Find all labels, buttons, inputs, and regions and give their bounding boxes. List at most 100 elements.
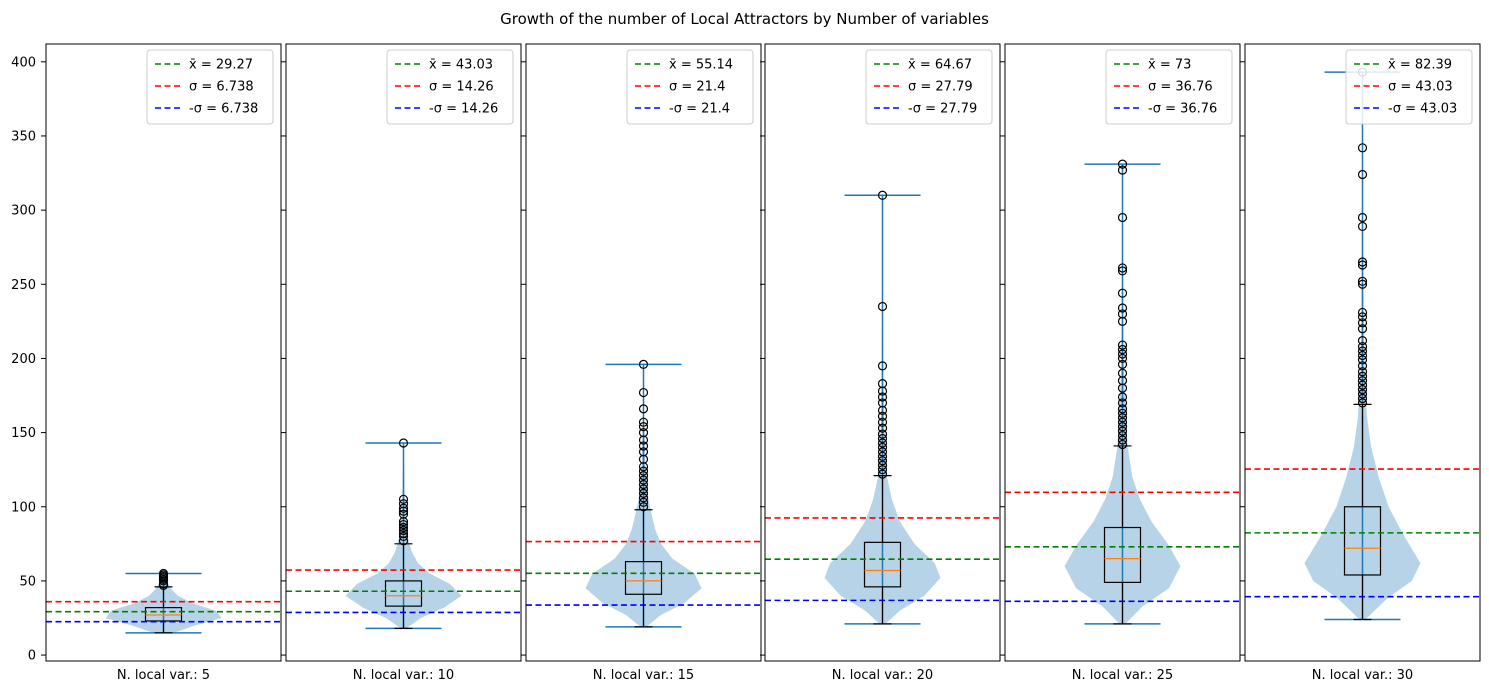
flier-point <box>1357 380 1368 390</box>
flier-point <box>877 379 888 389</box>
legend-mean-label: x̄ = 43.03 <box>429 58 493 73</box>
flier-point <box>638 502 649 512</box>
panel-6: x̄ = 82.39 σ = 43.03 -σ = 43.03 N. local va… <box>1240 43 1481 683</box>
flier-point <box>638 497 649 507</box>
legend-frame <box>865 49 993 125</box>
flier-point <box>1117 165 1128 175</box>
flier-point <box>398 503 409 513</box>
flier-point <box>1357 393 1368 404</box>
flier-point <box>1357 355 1368 365</box>
flier-point <box>1357 341 1368 352</box>
flier-point <box>1357 307 1368 318</box>
x-tick-label: N. local var.: 20 <box>832 668 933 683</box>
flier-point <box>1357 350 1368 361</box>
flier-point <box>1357 276 1368 286</box>
flier-point <box>638 466 649 476</box>
x-tick-label: N. local var.: 5 <box>117 668 210 683</box>
flier-point <box>1357 376 1368 386</box>
flier-point <box>1117 288 1128 298</box>
flier-point <box>877 442 888 453</box>
flier-point <box>158 568 169 579</box>
flier-point <box>877 411 888 421</box>
flier-point <box>1357 279 1368 289</box>
legend-mean-label: x̄ = 29.27 <box>189 58 253 73</box>
flier-point <box>877 398 888 408</box>
x-tick-label: N. local var.: 30 <box>1312 668 1413 683</box>
flier-point <box>398 509 409 519</box>
flier-point <box>1357 371 1368 381</box>
legend-frame <box>1345 49 1473 125</box>
flier-point <box>1117 212 1128 223</box>
y-tick-label: 100 <box>11 500 36 515</box>
y-tick-label: 150 <box>11 426 36 441</box>
legend-frame <box>146 49 274 125</box>
flier-point <box>877 417 888 427</box>
flier-point <box>1117 404 1128 414</box>
legend: x̄ = 82.39 σ = 43.03 -σ = 43.03 <box>1345 49 1473 125</box>
legend: x̄ = 43.03 σ = 14.26 -σ = 14.26 <box>386 49 514 125</box>
legend-sigma-plus-label: σ = 14.26 <box>429 80 494 95</box>
flier-point <box>1117 349 1128 359</box>
y-tick-label: 50 <box>19 574 36 589</box>
flier-point <box>1117 159 1128 169</box>
flier-point <box>398 525 409 536</box>
panel-frame <box>1244 43 1481 662</box>
legend-frame <box>626 49 754 125</box>
legend: x̄ = 55.14 σ = 21.4 -σ = 21.4 <box>626 49 754 125</box>
box <box>863 541 902 588</box>
flier-point <box>877 456 888 466</box>
legend-sigma-minus-label: -σ = 36.76 <box>1148 102 1217 117</box>
panel-1: x̄ = 29.27 σ = 6.738 -σ = 6.738 N. local va… <box>41 43 282 683</box>
flier-point <box>877 433 888 444</box>
y-tick-label: 200 <box>11 352 36 367</box>
flier-point <box>638 417 649 427</box>
legend-sigma-plus-label: σ = 43.03 <box>1388 80 1453 95</box>
flier-point <box>1357 212 1368 223</box>
legend-frame <box>386 49 514 125</box>
legend: x̄ = 73 σ = 36.76 -σ = 36.76 <box>1105 49 1233 125</box>
flier-point <box>1357 336 1368 346</box>
flier-point <box>638 479 649 490</box>
legend-sigma-minus-label: -σ = 21.4 <box>669 102 730 117</box>
flier-point <box>1117 392 1128 402</box>
flier-point <box>877 301 888 312</box>
y-tick-label: 0 <box>28 649 36 664</box>
box <box>384 580 423 607</box>
flier-point <box>877 451 888 461</box>
legend-mean-label: x̄ = 55.14 <box>669 58 733 73</box>
flier-point <box>1117 340 1128 350</box>
flier-point <box>1117 368 1128 378</box>
flier-point <box>398 438 409 448</box>
legend-mean-label: x̄ = 64.67 <box>908 58 972 73</box>
flier-point <box>1117 426 1128 436</box>
flier-point <box>638 488 649 499</box>
legend: x̄ = 64.67 σ = 27.79 -σ = 27.79 <box>865 49 993 125</box>
flier-point <box>1117 303 1128 313</box>
flier-point <box>1357 221 1368 232</box>
flier-point <box>1357 169 1368 180</box>
legend-frame <box>1105 49 1233 125</box>
flier-point <box>877 447 888 457</box>
flier-point <box>638 475 649 485</box>
flier-point <box>1117 435 1128 445</box>
flier-point <box>1357 318 1368 328</box>
flier-point <box>1117 359 1128 369</box>
flier-point <box>638 493 649 503</box>
flier-point <box>877 429 888 439</box>
panel-4: x̄ = 64.67 σ = 27.79 -σ = 27.79 N. local va… <box>760 43 1001 683</box>
x-tick-label: N. local var.: 25 <box>1072 668 1173 683</box>
panel-2: x̄ = 43.03 σ = 14.26 -σ = 14.26 N. local va… <box>281 43 522 683</box>
panel-frame <box>1004 43 1241 662</box>
flier-point <box>1117 413 1128 423</box>
legend-sigma-minus-label: -σ = 27.79 <box>908 102 977 117</box>
flier-point <box>1117 422 1128 432</box>
legend: x̄ = 29.27 σ = 6.738 -σ = 6.738 <box>146 49 274 125</box>
flier-point <box>1357 398 1368 408</box>
flier-point <box>398 494 409 504</box>
flier-point <box>1117 353 1128 364</box>
flier-point <box>877 465 888 475</box>
flier-point <box>877 460 888 470</box>
flier-point <box>877 469 888 479</box>
flier-point <box>398 522 409 533</box>
flier-point <box>877 361 888 371</box>
